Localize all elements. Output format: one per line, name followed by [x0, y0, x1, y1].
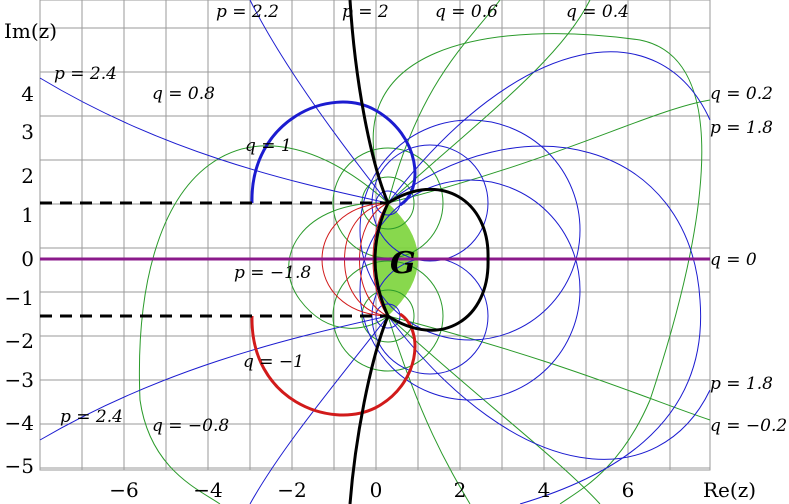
curve-label: q = −0.2	[710, 416, 787, 436]
curve-label: q = 1	[245, 136, 292, 156]
p2-curve-upper	[348, 0, 390, 204]
x-tick: 6	[622, 478, 635, 502]
curve-label: p = 2.4	[54, 64, 117, 84]
region-g-boundary	[387, 187, 490, 332]
y-tick: −3	[5, 368, 34, 392]
x-tick: −4	[193, 478, 222, 502]
y-tick: 0	[21, 247, 34, 271]
x-tick: 4	[538, 478, 551, 502]
curve-label: p = 1.8	[710, 374, 773, 394]
y-tick: 3	[21, 120, 34, 144]
y-tick: 2	[21, 164, 34, 188]
curve-label: p = 2	[342, 2, 389, 22]
y-tick: −5	[5, 454, 34, 478]
q-plus-1-arc	[250, 100, 417, 207]
curve-label: q = 0.8	[152, 84, 215, 104]
y-tick: −1	[5, 286, 34, 310]
curve-label: q = 0.4	[566, 2, 629, 22]
q-curves-green	[138, 0, 711, 504]
boundary-curves	[40, 0, 490, 504]
curve-label: q = 0.2	[710, 84, 773, 104]
curve-labels: p = 2.2 p = 2 q = 0.6 q = 0.4 p = 2.4 q …	[54, 2, 787, 436]
p2-curve-lower	[348, 315, 390, 504]
x-tick: 2	[454, 478, 467, 502]
plot-frame	[39, 0, 711, 471]
x-tick: 0	[370, 478, 383, 502]
curve-label: p = 2.2	[216, 2, 279, 22]
curve-label: p = 2.4	[60, 407, 123, 427]
y-tick: 1	[21, 203, 34, 227]
curve-label: q = −0.8	[152, 416, 229, 436]
y-axis-label: Im(z)	[4, 19, 57, 43]
curve-label: p = −1.8	[234, 263, 311, 283]
curve-label: q = 0	[710, 250, 757, 270]
y-tick-labels: 4 3 2 1 0 −1 −2 −3 −4 −5	[5, 82, 34, 478]
x-tick: −2	[277, 478, 306, 502]
curve-label: p = 1.8	[710, 118, 773, 138]
curve-label: q = 0.6	[435, 2, 498, 22]
q-minus-1-arc	[250, 312, 417, 417]
region-g-left-boundary	[373, 202, 390, 317]
region-g-label: G	[390, 246, 416, 281]
y-tick: −2	[5, 329, 34, 353]
x-tick: −6	[109, 478, 138, 502]
x-tick-labels: −6 −4 −2 0 2 4 6	[109, 478, 634, 502]
x-axis-label: Re(z)	[703, 478, 756, 502]
y-tick: −4	[5, 411, 34, 435]
grid-lines	[39, 0, 711, 471]
curve-label: q = −1	[243, 352, 304, 372]
y-tick: 4	[21, 82, 34, 106]
